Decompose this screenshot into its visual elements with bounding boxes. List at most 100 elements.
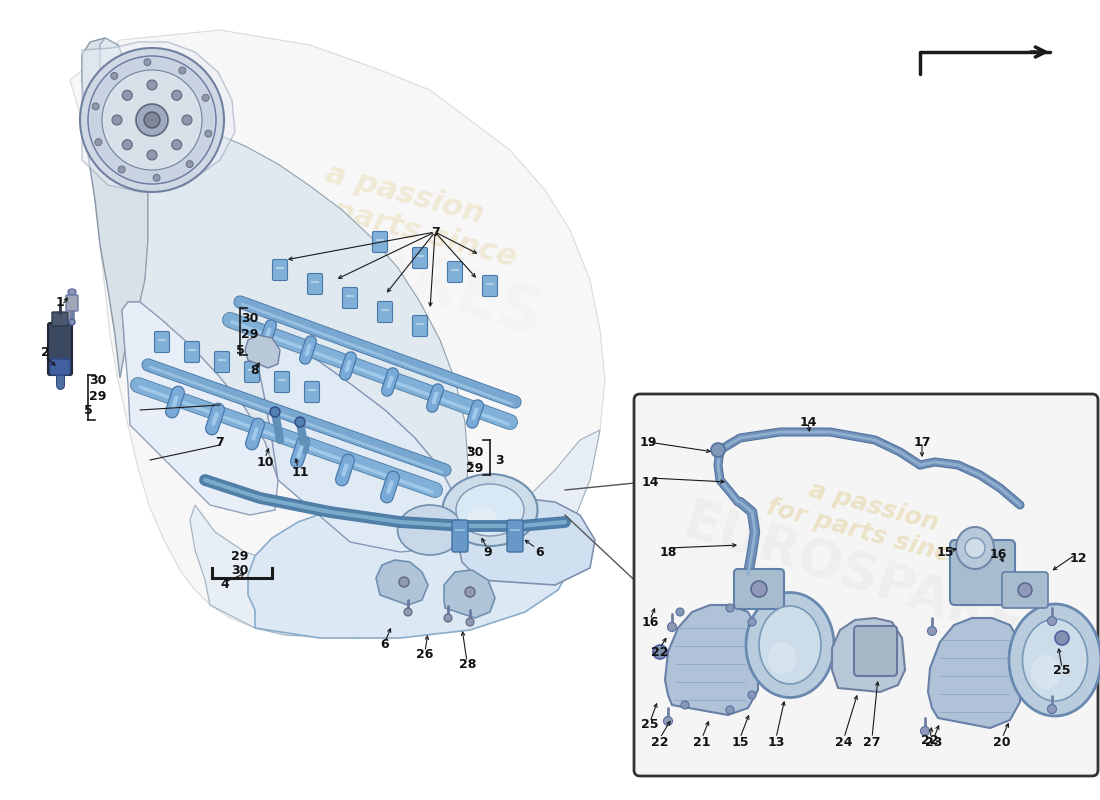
FancyBboxPatch shape	[734, 569, 784, 609]
Text: 12: 12	[1069, 551, 1087, 565]
Polygon shape	[666, 605, 758, 715]
Text: 22: 22	[922, 734, 938, 746]
Circle shape	[144, 112, 159, 128]
Circle shape	[111, 72, 118, 79]
Circle shape	[711, 443, 725, 457]
FancyBboxPatch shape	[1002, 572, 1048, 608]
Circle shape	[726, 604, 734, 612]
Text: 21: 21	[693, 735, 711, 749]
Text: EUROSPARES: EUROSPARES	[675, 494, 1065, 666]
Circle shape	[172, 90, 182, 100]
Circle shape	[80, 48, 224, 192]
FancyBboxPatch shape	[412, 247, 428, 269]
Text: 6: 6	[381, 638, 389, 651]
FancyBboxPatch shape	[448, 262, 462, 282]
Text: 24: 24	[835, 735, 852, 749]
Text: 30: 30	[89, 374, 107, 386]
Circle shape	[965, 538, 985, 558]
Circle shape	[102, 70, 202, 170]
Ellipse shape	[456, 484, 524, 536]
Text: 28: 28	[460, 658, 476, 671]
Text: 16: 16	[989, 549, 1006, 562]
Text: 5: 5	[235, 343, 244, 357]
Text: 22: 22	[651, 646, 669, 658]
Text: 30: 30	[231, 563, 249, 577]
Text: 20: 20	[993, 735, 1011, 749]
Text: 7: 7	[216, 435, 224, 449]
Text: 15: 15	[936, 546, 954, 558]
Text: 14: 14	[641, 475, 659, 489]
Polygon shape	[190, 430, 600, 638]
Text: 23: 23	[925, 735, 943, 749]
Ellipse shape	[746, 593, 834, 698]
Ellipse shape	[759, 606, 821, 684]
Text: 3: 3	[496, 454, 504, 466]
Circle shape	[182, 115, 192, 125]
Circle shape	[663, 717, 672, 726]
Polygon shape	[444, 570, 495, 618]
Text: a passion
for parts since: a passion for parts since	[764, 469, 976, 571]
Circle shape	[95, 138, 102, 146]
FancyBboxPatch shape	[185, 342, 199, 362]
Circle shape	[465, 587, 475, 597]
Circle shape	[1047, 705, 1056, 714]
Circle shape	[122, 90, 132, 100]
Text: EUROSPARES: EUROSPARES	[90, 150, 550, 350]
Circle shape	[270, 407, 280, 417]
Circle shape	[668, 622, 676, 631]
Text: 6: 6	[536, 546, 544, 558]
Circle shape	[921, 726, 929, 735]
Circle shape	[751, 581, 767, 597]
Circle shape	[748, 691, 756, 699]
FancyBboxPatch shape	[412, 315, 428, 337]
FancyBboxPatch shape	[634, 394, 1098, 776]
Text: 29: 29	[89, 390, 107, 402]
Circle shape	[202, 94, 209, 102]
Circle shape	[179, 67, 186, 74]
Circle shape	[112, 115, 122, 125]
Ellipse shape	[1031, 655, 1062, 689]
FancyBboxPatch shape	[275, 371, 289, 393]
FancyBboxPatch shape	[342, 287, 358, 309]
Text: 18: 18	[659, 546, 676, 558]
Circle shape	[144, 58, 151, 66]
Text: 1: 1	[56, 295, 65, 309]
Ellipse shape	[768, 642, 796, 674]
Circle shape	[726, 706, 734, 714]
Circle shape	[205, 130, 212, 137]
FancyBboxPatch shape	[244, 362, 260, 382]
FancyBboxPatch shape	[273, 259, 287, 281]
Text: 27: 27	[864, 735, 881, 749]
Polygon shape	[248, 498, 572, 638]
Text: 26: 26	[416, 649, 433, 662]
Polygon shape	[100, 38, 468, 530]
FancyBboxPatch shape	[305, 382, 319, 402]
Polygon shape	[82, 42, 235, 192]
Polygon shape	[82, 38, 148, 378]
Text: 16: 16	[641, 615, 659, 629]
Polygon shape	[458, 498, 595, 585]
Text: 29: 29	[231, 550, 249, 562]
Polygon shape	[832, 618, 905, 692]
Circle shape	[1018, 583, 1032, 597]
FancyBboxPatch shape	[50, 359, 70, 375]
Text: 15: 15	[732, 735, 749, 749]
Text: 2: 2	[41, 346, 50, 358]
Circle shape	[88, 56, 216, 184]
Text: 13: 13	[768, 735, 784, 749]
FancyBboxPatch shape	[507, 520, 522, 552]
Polygon shape	[376, 560, 428, 605]
Circle shape	[748, 618, 756, 626]
Polygon shape	[258, 338, 460, 552]
Ellipse shape	[68, 289, 76, 295]
Text: a passion
for parts since: a passion for parts since	[272, 147, 529, 273]
Circle shape	[295, 417, 305, 427]
Text: 29: 29	[466, 462, 484, 474]
FancyBboxPatch shape	[52, 312, 68, 326]
Circle shape	[172, 140, 182, 150]
Circle shape	[653, 645, 667, 659]
FancyBboxPatch shape	[48, 323, 72, 375]
FancyBboxPatch shape	[377, 302, 393, 322]
Text: 10: 10	[256, 455, 274, 469]
Text: 5: 5	[84, 403, 92, 417]
